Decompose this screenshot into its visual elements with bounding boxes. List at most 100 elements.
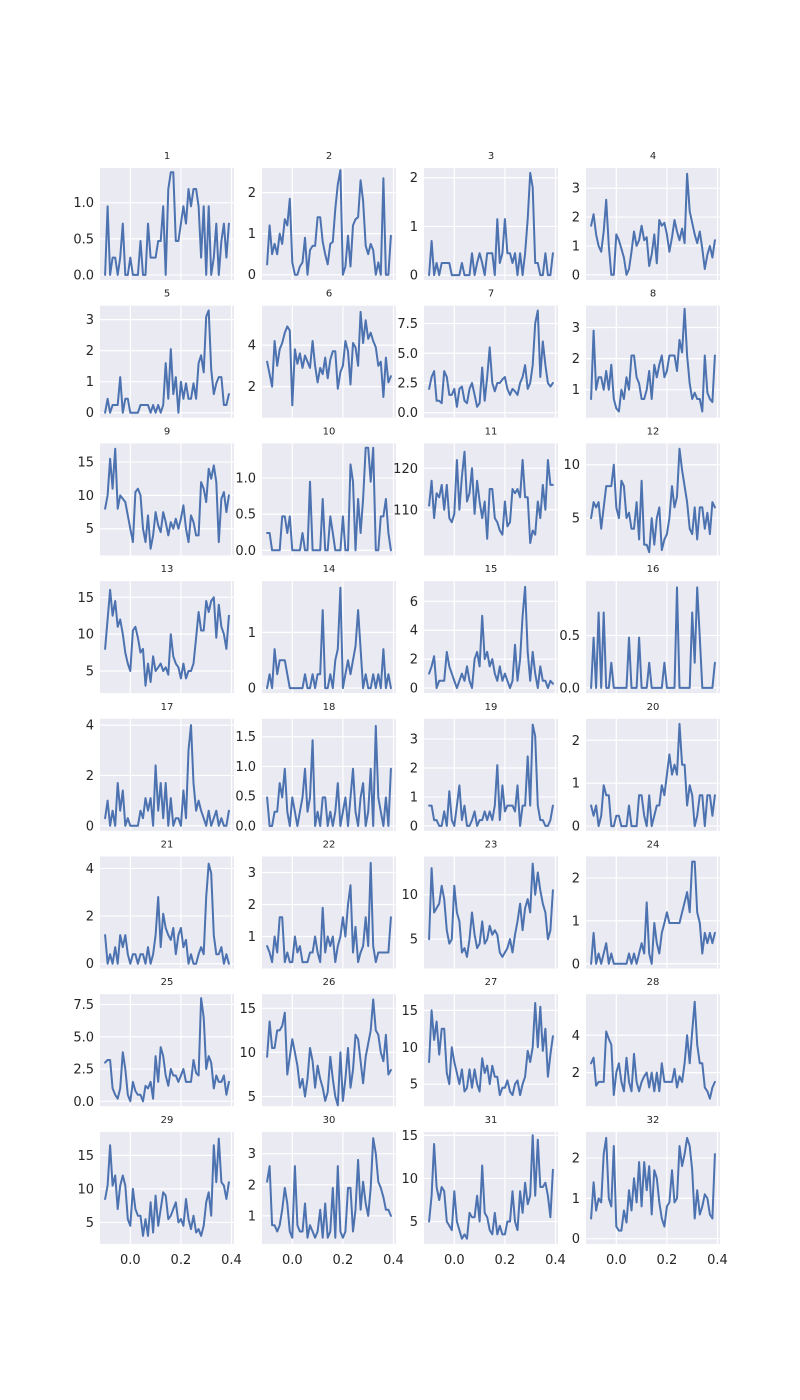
- series-line: [590, 172, 716, 276]
- series-line: [590, 447, 716, 554]
- subplot-14: 0 1 14: [248, 564, 396, 697]
- subplot-title: 15: [485, 564, 498, 575]
- y-tick-label: 5: [86, 522, 94, 537]
- series-line: [266, 724, 392, 827]
- y-tick-label: 1.0: [73, 196, 94, 211]
- y-tick-label: 10: [401, 1041, 418, 1056]
- series-line: [266, 169, 392, 276]
- y-tick-label: 15: [401, 1004, 418, 1019]
- plot-area: [586, 718, 720, 831]
- subplot-12: 5 10 12: [563, 426, 720, 556]
- subplot-30: 1 2 3 30 0.0 0.2 0.4: [248, 1115, 404, 1268]
- series-line: [104, 447, 230, 550]
- series-line: [104, 724, 230, 827]
- series-line: [590, 1136, 716, 1232]
- y-tick-label: 0.5: [559, 629, 580, 644]
- subplot-title: 10: [323, 426, 336, 437]
- subplot-title: 23: [485, 840, 498, 851]
- y-tick-label: 15: [401, 1129, 418, 1144]
- subplot-7: 0.0 2.5 5.0 7.5 7: [397, 289, 558, 421]
- subplot-title: 7: [488, 289, 494, 300]
- y-tick-label: 0: [572, 268, 580, 283]
- subplot-20: 0 1 2 20: [572, 702, 720, 835]
- x-tick-label: 0.4: [707, 1253, 728, 1268]
- subplot-11: 110 120 11: [393, 426, 558, 556]
- y-tick-label: 110: [393, 503, 418, 518]
- y-tick-label: 10: [239, 1046, 256, 1061]
- y-tick-label: 2: [572, 871, 580, 886]
- subplot-title: 13: [161, 564, 174, 575]
- y-tick-label: 0.0: [397, 406, 418, 421]
- subplot-17: 0 2 4 17: [86, 702, 234, 834]
- subplot-4: 0 1 2 3 4: [572, 151, 720, 283]
- y-tick-label: 0.5: [235, 508, 256, 523]
- y-tick-label: 0.0: [73, 1095, 94, 1110]
- x-tick-label: 0.4: [383, 1253, 404, 1268]
- plot-area: [262, 168, 396, 280]
- series-line: [590, 307, 716, 413]
- y-tick-label: 1.0: [235, 472, 256, 487]
- y-tick-label: 1: [572, 914, 580, 929]
- subplot-title: 29: [161, 1115, 174, 1126]
- subplot-title: 3: [488, 151, 494, 162]
- y-tick-label: 2: [86, 344, 94, 359]
- x-tick-label: 0.4: [545, 1253, 566, 1268]
- y-tick-label: 3: [410, 733, 418, 748]
- y-tick-label: 1.0: [235, 760, 256, 775]
- y-tick-label: 2: [248, 1178, 256, 1193]
- y-tick-label: 1: [248, 1209, 256, 1224]
- y-tick-label: 0: [248, 682, 256, 697]
- y-tick-label: 0: [410, 819, 418, 834]
- y-tick-label: 3: [86, 313, 94, 328]
- subplot-2: 0 1 2 2: [248, 151, 396, 283]
- y-tick-label: 2: [248, 380, 256, 395]
- subplot-title: 18: [323, 702, 336, 713]
- plot-area: [424, 443, 558, 556]
- subplot-title: 26: [323, 977, 336, 988]
- y-tick-label: 15: [239, 1002, 256, 1017]
- y-tick-label: 2: [410, 761, 418, 776]
- subplot-16: 0.0 0.5 16: [559, 564, 720, 696]
- subplot-9: 5 10 15 9: [77, 426, 234, 556]
- series-line: [104, 997, 230, 1103]
- y-tick-label: 0: [248, 268, 256, 283]
- y-tick-label: 2: [572, 1152, 580, 1167]
- subplot-27: 5 10 15 27: [401, 977, 558, 1107]
- y-tick-label: 0.5: [235, 790, 256, 805]
- subplot-1: 0.0 0.5 1.0 1: [73, 151, 234, 283]
- series-line: [104, 862, 230, 965]
- series-line: [266, 446, 392, 552]
- subplot-title: 24: [647, 840, 660, 851]
- y-tick-label: 2: [86, 769, 94, 784]
- series-line: [590, 586, 716, 689]
- subplot-23: 5 10 23: [401, 840, 558, 969]
- y-tick-label: 2: [572, 211, 580, 226]
- y-tick-label: 1: [248, 930, 256, 945]
- x-tick-label: 0.4: [221, 1253, 242, 1268]
- subplot-13: 5 10 15 13: [77, 564, 234, 694]
- y-tick-label: 2: [572, 734, 580, 749]
- y-tick-label: 0.0: [559, 681, 580, 696]
- series-line: [590, 1000, 716, 1100]
- plot-area: [586, 168, 720, 280]
- y-tick-label: 0: [410, 269, 418, 284]
- subplot-29: 5 10 15 29 0.0 0.2 0.4: [77, 1115, 241, 1268]
- subplot-title: 14: [323, 564, 336, 575]
- series-line: [590, 722, 716, 828]
- x-tick-label: 0.0: [282, 1253, 303, 1268]
- subplot-title: 16: [647, 564, 660, 575]
- x-tick-label: 0.2: [171, 1253, 192, 1268]
- y-tick-label: 1: [572, 383, 580, 398]
- y-tick-label: 15: [77, 1149, 94, 1164]
- subplot-title: 28: [647, 977, 660, 988]
- plot-area: [262, 856, 396, 969]
- y-tick-label: 0.0: [73, 268, 94, 283]
- series-line: [266, 998, 392, 1107]
- subplot-title: 4: [650, 151, 656, 162]
- subplot-6: 2 4 6: [248, 289, 396, 418]
- subplot-title: 22: [323, 840, 336, 851]
- subplot-title: 17: [161, 702, 174, 713]
- y-tick-label: 4: [86, 862, 94, 877]
- y-tick-label: 0: [572, 957, 580, 972]
